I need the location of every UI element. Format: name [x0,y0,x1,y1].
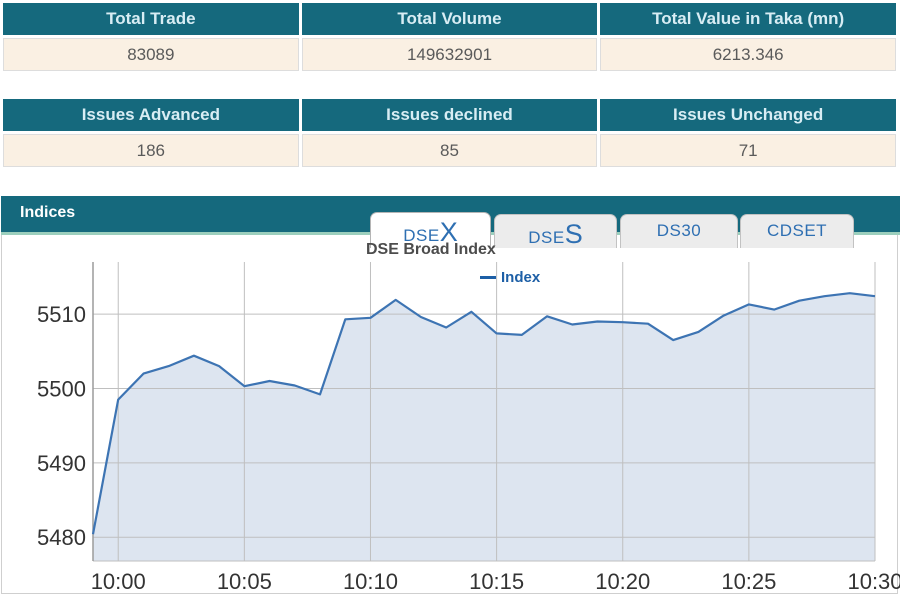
tab-ds30-label: DS30 [656,221,702,240]
chart-title: DSE Broad Index [366,241,496,258]
issues-value-unchanged: 71 [600,134,896,167]
tab-cdset-label: CDSET [766,221,828,240]
svg-text:10:10: 10:10 [343,569,398,594]
issues-value-advanced: 186 [3,134,299,167]
summary-value-total-volume: 149632901 [301,38,598,71]
tab-ds30[interactable]: DS30 [620,214,738,248]
indices-panel: Indices DSE X DSE S DS30 CDSET DSE Broad I… [1,196,900,594]
tab-dsex-label: DSE [403,226,440,245]
index-area-chart: 5480 5490 5500 5510 10:00 10:05 10:10 10:15 10:2… [37,262,900,594]
svg-text:10:25: 10:25 [721,569,776,594]
issues-value-declined: 85 [301,134,598,167]
svg-text:10:20: 10:20 [595,569,650,594]
summary-header-total-trade: Total Trade [3,3,299,35]
chart-legend: Index [480,269,540,286]
tab-dses[interactable]: DSE S [494,214,617,248]
svg-text:5490: 5490 [37,451,86,476]
tab-dsex[interactable]: DSE X [370,212,491,248]
tab-cdset[interactable]: CDSET [740,214,854,248]
issues-header-declined: Issues declined [301,99,598,131]
legend-line-swatch [480,276,496,279]
svg-text:5480: 5480 [37,525,86,550]
svg-text:5510: 5510 [37,302,86,327]
summary-value-total-trade: 83089 [3,38,299,71]
summary-value-total-value: 6213.346 [600,38,896,71]
svg-text:10:15: 10:15 [469,569,524,594]
tab-dses-label: DSE [528,228,565,247]
legend-label: Index [501,269,541,286]
summary-header-total-volume: Total Volume [301,3,598,35]
issues-table: Issues Advanced Issues declined Issues U… [3,99,896,167]
svg-text:10:30: 10:30 [847,569,900,594]
indices-title: Indices [20,204,76,221]
svg-text:10:00: 10:00 [91,569,146,594]
summary-header-total-value: Total Value in Taka (mn) [600,3,896,35]
summary-table: Total Trade Total Volume Total Value in … [3,3,896,71]
issues-header-advanced: Issues Advanced [3,99,299,131]
issues-header-unchanged: Issues Unchanged [600,99,896,131]
svg-text:10:05: 10:05 [217,569,272,594]
svg-text:5500: 5500 [37,376,86,401]
